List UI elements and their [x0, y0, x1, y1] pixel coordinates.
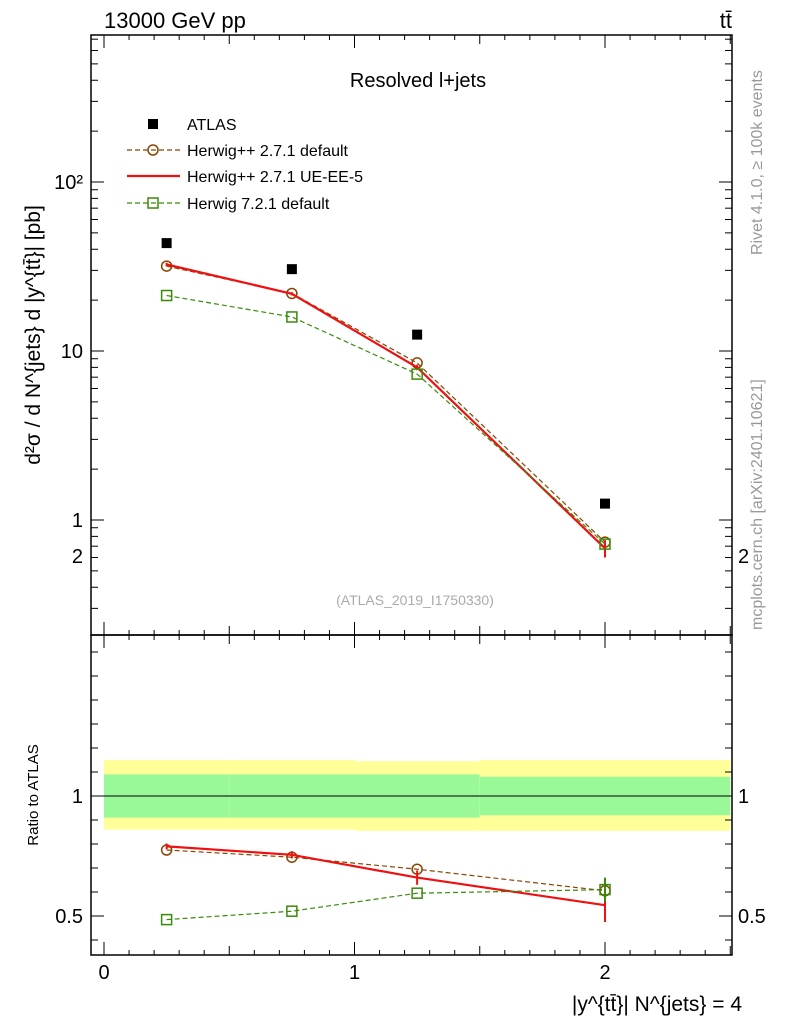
main-panel: 1 10 10² Resolved l+jets (ATLAS_2019_I1750… [22, 34, 733, 636]
legend-label-herwig-2-7-1-ue-ee-5: Herwig++ 2.7.1 UE-EE-5 [187, 169, 363, 186]
chart-title: Resolved l+jets [350, 70, 486, 92]
ratio-axis-ticks [91, 635, 732, 955]
series-line-herwig-2-7-1-ue-ee-5 [166, 263, 606, 550]
ratio-y-tick-label-right: 0.5 [738, 906, 766, 928]
ratio-y-tick-label-right: 1 [738, 786, 749, 808]
main-axis-ticks [91, 35, 732, 635]
ratio-series-layer [160, 843, 611, 926]
analysis-id-label: (ATLAS_2019_I1750330) [336, 592, 494, 608]
main-y-axis-label: d²σ / d N^{jets} d |y^{tt̄}| [pb] [22, 205, 45, 465]
ratio-tick-labels: 0.5 0.5 1 1 2 2 0 1 2 [55, 546, 766, 984]
ratio-y-tick-label: 0.5 [55, 906, 83, 928]
legend-label-herwig-2-7-1-default: Herwig++ 2.7.1 default [187, 143, 349, 160]
x-tick-label: 0 [98, 962, 109, 984]
marker-herwig-7-2-1-default [160, 289, 173, 302]
marker-herwig-7-2-1-default [286, 311, 298, 323]
ratio-y-tick-label: 1 [72, 786, 83, 808]
marker-herwig-7-2-1-default [411, 368, 423, 380]
data-point-atlas [286, 264, 297, 275]
ratio-marker-herwig-7-2-1-default [599, 883, 611, 896]
ratio-line-herwig-2-7-1-ue-ee-5 [166, 845, 606, 907]
main-y-tick-label: 1 [72, 510, 83, 532]
ratio-panel-frame [90, 634, 733, 956]
header-collision-label: 13000 GeV pp [104, 8, 246, 33]
mcplots-label: mcplots.cern.ch [arXiv:2401.10621] [749, 379, 766, 630]
data-point-atlas [161, 238, 172, 249]
x-tick-label: 2 [599, 962, 610, 984]
header-process-label: tt̄ [720, 8, 732, 33]
main-series-layer [160, 260, 611, 558]
ratio-marker-herwig-7-2-1-default [286, 905, 298, 917]
uncertainty-bands [104, 760, 731, 831]
ratio-marker-herwig-7-2-1-default [411, 887, 423, 899]
main-y-tick-label: 10² [54, 172, 83, 194]
ratio-line-herwig-2-7-1-default [166, 849, 606, 892]
data-point-atlas [600, 498, 610, 509]
legend-marker-herwig-7-2-1-default [147, 197, 159, 209]
ratio-panel: 0.5 0.5 1 1 2 2 0 1 2 Ratio to ATLAS |y^{tt̄}| N… [25, 546, 766, 1016]
series-line-herwig-7-2-1-default [166, 294, 606, 545]
marker-herwig-7-2-1-default [599, 538, 611, 550]
legend-marker-atlas [148, 119, 158, 129]
ratio-y-axis-label: Ratio to ATLAS [25, 744, 42, 845]
ratio-marker-herwig-7-2-1-default [160, 913, 173, 926]
legend-marker-herwig-2-7-1-default [147, 144, 159, 156]
ratio-y-tick-label: 2 [72, 546, 83, 568]
main-y-tick-label: 10 [61, 341, 83, 363]
x-tick-label: 1 [349, 962, 360, 984]
rivet-version-label: Rivet 4.1.0, ≥ 100k events [749, 70, 766, 255]
data-point-atlas [412, 329, 423, 340]
series-line-herwig-2-7-1-default [166, 265, 606, 543]
legend-label-atlas: ATLAS [187, 117, 237, 134]
ratio-y-tick-label-right: 2 [738, 546, 749, 568]
legend-label-herwig-7-2-1-default: Herwig 7.2.1 default [187, 196, 330, 213]
x-axis-label: |y^{tt̄}| N^{jets} = 4 [572, 993, 742, 1016]
ratio-line-herwig-7-2-1-default [166, 889, 606, 921]
legend: ATLAS Herwig++ 2.7.1 default Herwig++ 2.7.… [127, 117, 363, 213]
data-points-layer [161, 238, 610, 509]
main-y-tick-labels: 1 10 10² [54, 172, 83, 532]
